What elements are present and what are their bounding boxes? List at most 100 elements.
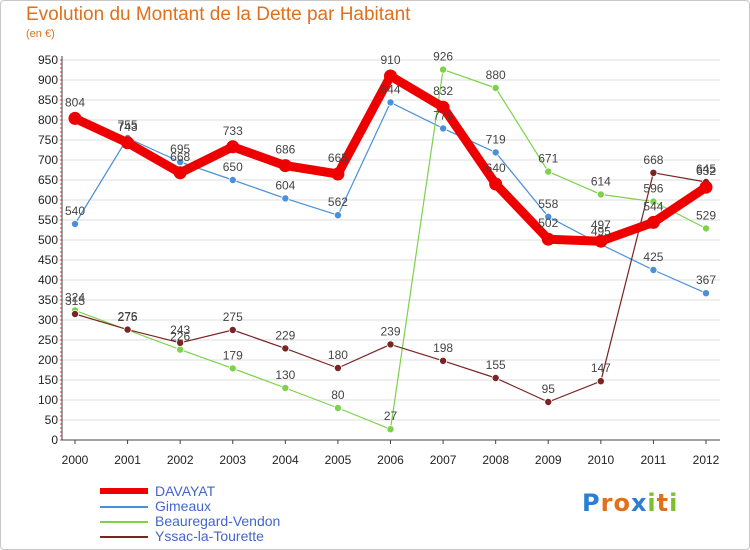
- series-line-gimeaux: [74, 101, 707, 294]
- data-label-gimeaux: 367: [696, 273, 716, 287]
- data-label-beauregard-vendon: 324: [65, 290, 85, 304]
- legend-label-gimeaux: Gimeaux: [155, 498, 212, 514]
- data-label-davayat: 640: [486, 161, 506, 175]
- data-label-beauregard-vendon: 130: [275, 368, 295, 382]
- data-label-gimeaux: 755: [118, 118, 138, 132]
- data-label-yssac-la-tourette: 668: [643, 153, 663, 167]
- data-label-gimeaux: 558: [538, 197, 558, 211]
- point-davayat: [278, 159, 292, 173]
- x-tick-label: 2007: [430, 453, 457, 467]
- point-beauregard-vendon: [596, 190, 605, 199]
- legend-swatch-gimeaux: [100, 506, 148, 508]
- data-label-yssac-la-tourette: 95: [542, 382, 556, 396]
- x-tick-label: 2010: [587, 453, 614, 467]
- point-gimeaux: [544, 212, 553, 221]
- data-label-yssac-la-tourette: 229: [275, 328, 295, 342]
- data-label-gimeaux: 779: [433, 108, 453, 122]
- data-label-davayat: 686: [275, 143, 295, 157]
- data-label-davayat: 743: [118, 120, 138, 134]
- legend-label-beauregard-vendon: Beauregard-Vendon: [155, 513, 281, 529]
- logo-letter: i: [669, 489, 679, 517]
- y-tick-label: 150: [38, 373, 58, 387]
- data-label-yssac-la-tourette: 239: [380, 324, 400, 338]
- y-tick-label: 750: [38, 133, 58, 147]
- point-davayat: [384, 69, 397, 83]
- data-label-yssac-la-tourette: 155: [486, 358, 506, 372]
- legend-swatch-yssac-la-tourette: [100, 536, 148, 538]
- point-davayat: [699, 180, 713, 194]
- data-label-beauregard-vendon: 179: [223, 348, 243, 362]
- point-davayat: [331, 167, 345, 181]
- x-tick-label: 2006: [377, 453, 404, 467]
- point-gimeaux: [702, 289, 711, 298]
- point-yssac-la-tourette: [123, 325, 132, 334]
- x-tick-label: 2005: [325, 453, 352, 467]
- point-beauregard-vendon: [386, 425, 395, 434]
- data-label-davayat: 544: [643, 199, 663, 213]
- y-tick-label: 950: [38, 53, 58, 67]
- data-label-yssac-la-tourette: 147: [591, 361, 611, 375]
- y-tick-label: 500: [38, 233, 58, 247]
- data-label-beauregard-vendon: 529: [696, 208, 716, 222]
- data-label-gimeaux: 719: [486, 132, 506, 146]
- grid-lines: [62, 59, 720, 421]
- series-line-yssac-la-tourette: [74, 172, 707, 403]
- point-beauregard-vendon: [491, 84, 500, 93]
- data-label-yssac-la-tourette: 243: [170, 323, 190, 337]
- point-gimeaux: [71, 219, 80, 228]
- point-yssac-la-tourette: [491, 373, 500, 382]
- point-yssac-la-tourette: [386, 340, 395, 349]
- data-label-davayat: 665: [328, 151, 348, 165]
- point-yssac-la-tourette: [281, 344, 290, 353]
- y-tick-label: 700: [38, 153, 58, 167]
- y-tick-label: 300: [38, 313, 58, 327]
- chart-unit: (en €): [26, 28, 55, 40]
- y-tick-label: 400: [38, 273, 58, 287]
- data-label-davayat: 502: [538, 216, 558, 230]
- x-tick-label: 2003: [219, 453, 246, 467]
- x-tick-label: 2000: [62, 453, 89, 467]
- y-tick-label: 450: [38, 253, 58, 267]
- point-beauregard-vendon: [702, 224, 711, 233]
- data-label-gimeaux: 540: [65, 204, 85, 218]
- data-label-yssac-la-tourette: 180: [328, 348, 348, 362]
- y-tick-label: 600: [38, 193, 58, 207]
- point-davayat: [121, 136, 135, 150]
- point-beauregard-vendon: [439, 65, 448, 74]
- logo-letter: o: [613, 489, 631, 517]
- point-yssac-la-tourette: [333, 363, 342, 372]
- point-gimeaux: [333, 211, 342, 220]
- data-label-yssac-la-tourette: 645: [696, 162, 716, 176]
- x-tick-label: 2001: [114, 453, 141, 467]
- logo-letter: t: [656, 489, 670, 517]
- legend-swatch-davayat: [100, 488, 148, 494]
- data-label-beauregard-vendon: 275: [118, 310, 138, 324]
- point-davayat: [226, 140, 240, 154]
- data-label-davayat: 733: [223, 124, 243, 138]
- data-label-beauregard-vendon: 80: [331, 388, 345, 402]
- data-label-yssac-la-tourette: 198: [433, 341, 453, 355]
- x-tick-label: 2008: [482, 453, 509, 467]
- point-yssac-la-tourette: [544, 397, 553, 406]
- data-label-gimeaux: 604: [275, 178, 295, 192]
- x-tick-label: 2011: [641, 453, 667, 467]
- data-label-gimeaux: 695: [170, 142, 190, 156]
- data-label-yssac-la-tourette: 275: [223, 310, 243, 324]
- data-label-gimeaux: 844: [380, 82, 400, 96]
- data-label-davayat: 668: [170, 150, 190, 164]
- series-lines: [68, 65, 713, 434]
- data-label-beauregard-vendon: 226: [170, 330, 190, 344]
- point-davayat: [68, 111, 82, 125]
- data-label-beauregard-vendon: 596: [643, 182, 663, 196]
- proxiti-logo: Proxiti: [582, 489, 678, 517]
- data-label-gimeaux: 425: [643, 250, 663, 264]
- data-label-davayat: 497: [591, 218, 611, 232]
- y-tick-label: 900: [38, 73, 58, 87]
- y-tick-label: 50: [45, 413, 59, 427]
- data-label-beauregard-vendon: 614: [591, 174, 611, 188]
- data-label-beauregard-vendon: 27: [384, 409, 398, 423]
- point-davayat: [594, 234, 608, 248]
- x-tick-label: 2004: [272, 453, 299, 467]
- point-yssac-la-tourette: [228, 325, 237, 334]
